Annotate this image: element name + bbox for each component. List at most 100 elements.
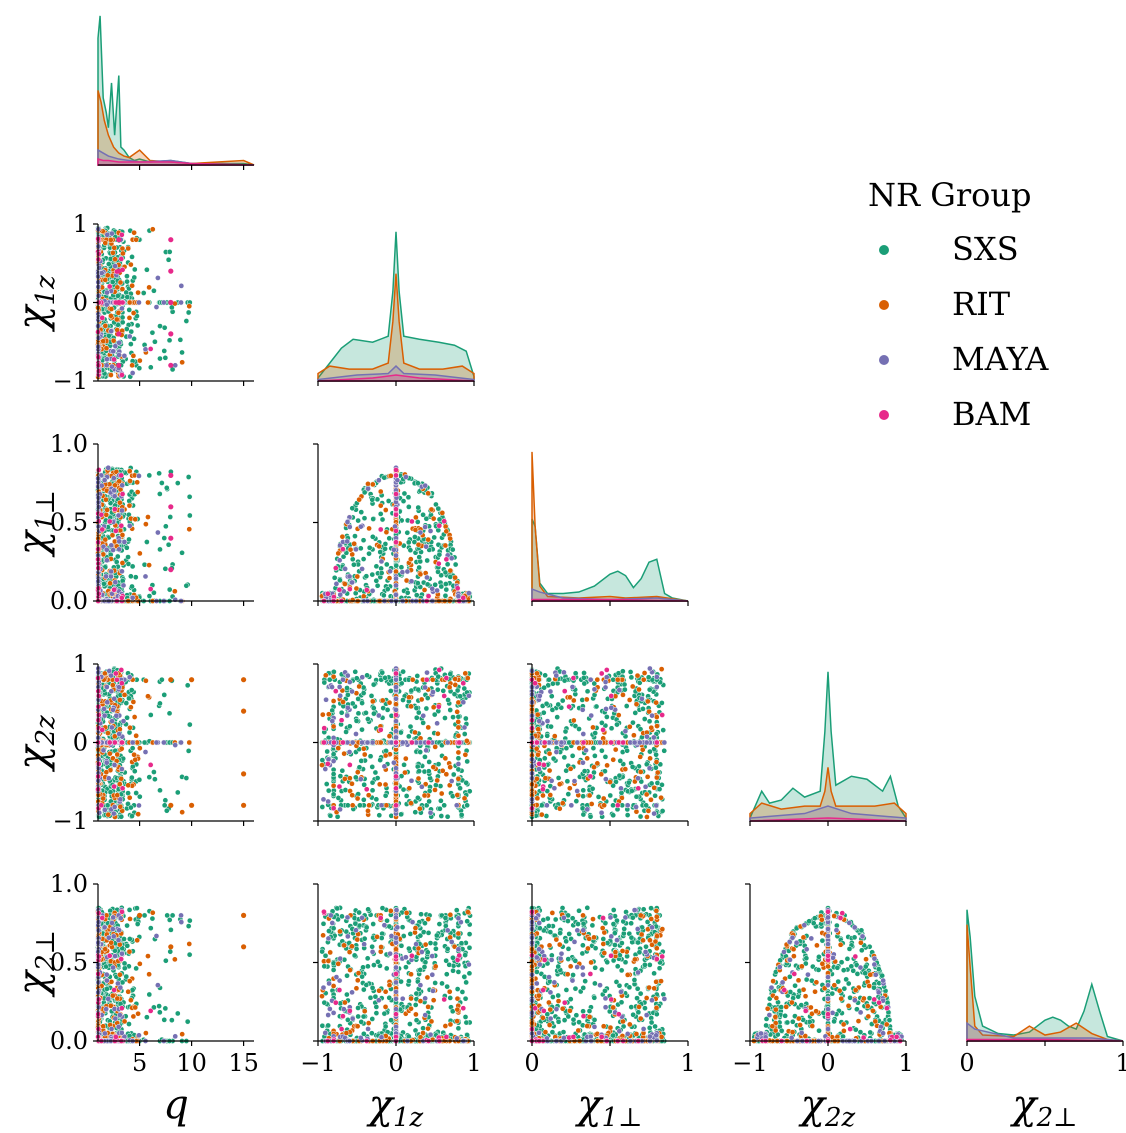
point-sxs [146,472,153,479]
point-rit [377,488,384,495]
point-sxs [119,319,126,326]
point-bam [118,594,125,601]
point-maya [129,370,136,376]
point-rit [112,256,118,263]
point-sxs [126,307,133,313]
point-rit [115,309,122,316]
point-bam [118,256,125,262]
point-bam [95,251,102,257]
point-sxs [129,813,135,819]
scatter-panel-chi1perp-vs-q [95,464,193,604]
point-sxs [128,804,134,811]
point-bam [332,565,339,571]
point-rit [179,359,186,366]
point-sxs [363,573,370,580]
point-rit [383,529,390,536]
kde-rit [317,273,475,382]
point-sxs [162,523,169,530]
point-rit [354,573,361,580]
point-sxs [163,807,170,814]
point-sxs [185,309,192,316]
point-rit [452,574,458,581]
point-sxs [369,571,376,578]
point-maya [119,482,126,489]
point-rit [382,507,389,513]
point-bam [111,356,117,363]
point-rit [105,811,112,818]
point-maya [344,538,351,545]
point-maya [155,529,161,536]
point-rit [447,535,454,542]
point-maya [448,555,455,562]
point-sxs [405,504,412,510]
point-maya [111,487,118,494]
point-rit [111,244,118,251]
point-maya [337,591,344,598]
point-maya [121,353,128,359]
point-rit [107,237,114,243]
kde-sxs [97,15,255,166]
point-sxs [436,551,443,558]
point-maya [417,529,424,536]
point-sxs [166,337,173,344]
point-rit [442,542,449,549]
point-sxs [382,545,388,552]
point-rit [447,567,454,574]
point-sxs [134,322,141,329]
point-bam [425,593,432,599]
point-sxs [183,318,190,324]
point-bam [119,491,126,497]
point-maya [110,348,117,355]
point-rit [186,526,193,533]
point-sxs [415,504,422,511]
point-sxs [159,480,165,486]
point-rit [131,751,137,758]
point-sxs [161,692,168,698]
point-sxs [113,559,120,565]
point-rit [119,286,126,292]
point-sxs [124,294,131,300]
point-maya [378,558,385,565]
point-rit [407,556,414,563]
point-rit [121,692,128,698]
point-maya [103,301,110,308]
point-sxs [435,505,442,512]
point-rit [353,585,360,592]
point-maya [103,362,110,369]
point-rit [132,756,139,763]
point-maya [387,568,393,575]
point-sxs [140,290,147,296]
point-sxs [174,480,181,486]
point-sxs [126,729,133,736]
point-sxs [331,574,338,581]
point-rit [109,682,116,688]
point-sxs [416,554,423,560]
point-maya [423,543,429,550]
point-rit [103,345,110,352]
point-maya [121,539,128,545]
point-sxs [384,586,391,592]
point-rit [369,481,376,488]
point-sxs [129,583,135,590]
point-rit [110,249,116,256]
point-sxs [152,776,158,783]
point-bam [393,472,399,479]
point-sxs [101,580,107,587]
point-sxs [157,546,163,553]
point-maya [98,270,105,276]
point-sxs [131,274,138,281]
point-rit [128,261,134,268]
point-rit [342,581,348,587]
scatter-panel-chi1perp-vs-chi1z [319,464,473,604]
point-sxs [185,474,192,480]
diag-panel-chi2z [749,671,907,822]
point-maya [104,289,110,296]
diag-panel-chi1perp [531,451,689,602]
point-rit [131,229,137,236]
point-sxs [370,516,377,522]
point-sxs [156,491,163,497]
point-bam [147,346,154,352]
point-rit [365,481,371,487]
point-sxs [119,577,126,584]
